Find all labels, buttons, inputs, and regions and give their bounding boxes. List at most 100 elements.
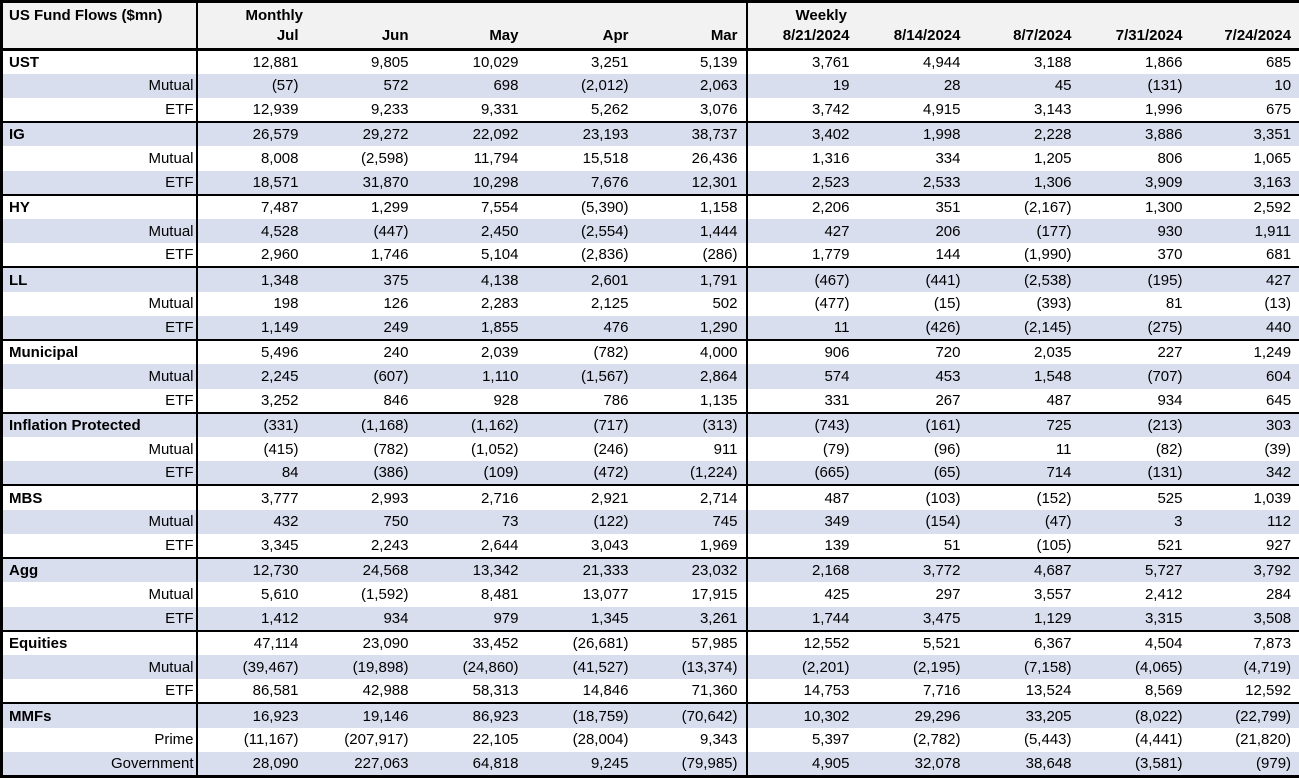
monthly-section-label: Monthly xyxy=(195,1,747,26)
row-label: ETF xyxy=(165,246,194,264)
value-cell: 14,846 xyxy=(582,682,629,700)
value-cell: 13,077 xyxy=(582,585,629,603)
value-cell: 11,794 xyxy=(473,149,519,167)
column-header-jul: Jul xyxy=(195,25,307,50)
value-cell: 1,135 xyxy=(699,391,738,409)
row-label: Government xyxy=(1,751,197,777)
value-cell: 10 xyxy=(1190,73,1299,98)
value-cell: 934 xyxy=(306,606,417,631)
table-title: US Fund Flows ($mn) xyxy=(1,1,197,50)
group-label: Agg xyxy=(1,557,197,583)
value-cell: 1,129 xyxy=(968,606,1080,631)
value-cell: 1,299 xyxy=(306,193,417,220)
value-cell: 681 xyxy=(1266,246,1292,264)
group-label: LL xyxy=(1,266,197,292)
sub-row: Prime (11,167) (207,917) 22,105 (28,004) 9,34… xyxy=(2,727,1299,752)
group-row: Municipal 5,496 240 2,039 (782) 4,000 906 720 2,… xyxy=(1,339,1299,365)
value-cell: 846 xyxy=(383,391,409,409)
value-cell: 1,316 xyxy=(745,146,858,171)
value-cell: (275) xyxy=(1079,315,1191,341)
group-row: Inflation Protected (331) (1,168) (1,162) (7… xyxy=(1,411,1299,437)
value-cell: 720 xyxy=(857,339,969,365)
value-cell: 2,533 xyxy=(857,170,969,195)
value-cell: 1,911 xyxy=(1190,219,1299,244)
value-cell: (331) xyxy=(195,411,307,437)
value-cell: 28 xyxy=(857,73,969,98)
value-cell: (122) xyxy=(526,509,637,534)
value-cell: (152) xyxy=(968,484,1080,510)
row-label: ETF xyxy=(1,461,197,486)
value-cell: 5,496 xyxy=(195,339,307,365)
sub-row: ETF 12,939 9,233 9,331 5,262 3,076 3,742 4,915 3… xyxy=(2,97,1299,123)
value-cell: 3,345 xyxy=(195,533,307,559)
value-cell: 10,298 xyxy=(416,170,527,195)
value-cell: 198 xyxy=(195,291,307,316)
value-cell: 1,744 xyxy=(745,606,858,631)
value-cell: 906 xyxy=(745,339,858,365)
value-cell: (665) xyxy=(745,461,858,486)
value-cell: 45 xyxy=(968,73,1080,98)
value-cell: 2,450 xyxy=(416,219,527,244)
value-cell: 4,915 xyxy=(922,101,961,119)
value-cell: (286) xyxy=(702,246,738,264)
value-cell: 33,205 xyxy=(968,702,1080,728)
value-cell: 227,063 xyxy=(306,751,417,777)
value-cell: (96) xyxy=(933,440,961,458)
value-cell: (7,158) xyxy=(968,654,1080,680)
value-cell: 3,315 xyxy=(1079,606,1191,631)
value-cell: (22,799) xyxy=(1190,702,1299,728)
value-cell: (441) xyxy=(857,266,969,292)
group-label: HY xyxy=(1,193,197,220)
value-cell: 3,761 xyxy=(745,48,858,74)
value-cell: 1,548 xyxy=(968,364,1080,389)
value-cell: 3,252 xyxy=(195,388,307,413)
value-cell: (41,527) xyxy=(526,654,637,680)
value-cell: (2,836) xyxy=(580,246,629,264)
value-cell: 29,296 xyxy=(857,702,969,728)
value-cell: 3,792 xyxy=(1190,557,1299,583)
value-cell: 572 xyxy=(306,73,417,98)
value-cell: 928 xyxy=(493,391,519,409)
value-cell: 3,188 xyxy=(968,48,1080,74)
value-cell: (39) xyxy=(1264,440,1292,458)
value-cell: (472) xyxy=(526,461,637,486)
value-cell: (5,443) xyxy=(1023,731,1072,749)
value-cell: 334 xyxy=(935,149,961,167)
value-cell: 11 xyxy=(745,315,858,341)
value-cell: 5,521 xyxy=(857,629,969,655)
value-cell: 4,504 xyxy=(1079,629,1191,655)
value-cell: 645 xyxy=(1266,391,1292,409)
value-cell: 1,348 xyxy=(195,266,307,292)
value-cell: (1,162) xyxy=(416,411,527,437)
value-cell: 5,610 xyxy=(195,582,307,607)
value-cell: 370 xyxy=(1157,246,1183,264)
value-cell: 3,163 xyxy=(1190,170,1299,195)
value-cell: 17,915 xyxy=(691,585,738,603)
value-cell: 32,078 xyxy=(857,751,969,777)
value-cell: (103) xyxy=(857,484,969,510)
value-cell: 3,402 xyxy=(745,121,858,147)
value-cell: 14,753 xyxy=(745,679,858,704)
value-cell: 440 xyxy=(1190,315,1299,341)
value-cell: 2,592 xyxy=(1190,193,1299,220)
value-cell: 1,969 xyxy=(699,536,738,554)
value-cell: 2,993 xyxy=(306,484,417,510)
value-cell: (13,374) xyxy=(636,654,747,680)
row-label: ETF xyxy=(1,170,197,195)
value-cell: 3,076 xyxy=(699,101,738,119)
value-cell: 5,397 xyxy=(745,727,858,752)
value-cell: (313) xyxy=(636,411,747,437)
value-cell: (82) xyxy=(1155,440,1183,458)
value-cell: 12,552 xyxy=(745,629,858,655)
value-cell: 86,581 xyxy=(195,679,307,704)
value-cell: (105) xyxy=(1036,536,1072,554)
value-cell: 927 xyxy=(1266,536,1292,554)
sub-row: Mutual 5,610 (1,592) 8,481 13,077 17,915 425 29… xyxy=(2,582,1299,607)
value-cell: 3,351 xyxy=(1190,121,1299,147)
value-cell: (2,201) xyxy=(745,654,858,680)
row-label: Mutual xyxy=(1,654,197,680)
value-cell: 1,779 xyxy=(745,243,858,268)
value-cell: 2,245 xyxy=(195,364,307,389)
column-header-jun: Jun xyxy=(306,25,417,50)
